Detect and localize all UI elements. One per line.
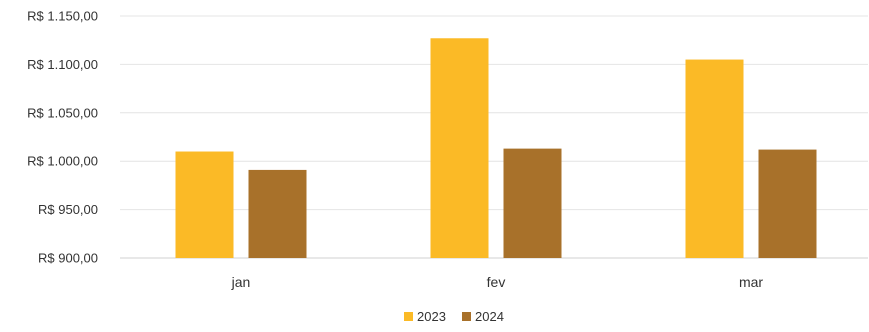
- x-tick-label: mar: [739, 274, 763, 290]
- x-axis: jan fev mar: [231, 274, 764, 290]
- y-tick-label: R$ 1.000,00: [27, 154, 98, 169]
- legend-swatch-2023: [404, 312, 413, 321]
- bar-jan-2023: [176, 152, 234, 258]
- y-axis: R$ 900,00 R$ 950,00 R$ 1.000,00 R$ 1.050,00…: [27, 9, 98, 266]
- x-tick-label: fev: [487, 274, 506, 290]
- bar-mar-2023: [686, 60, 744, 258]
- x-tick-label: jan: [231, 274, 251, 290]
- bar-jan-2024: [249, 170, 307, 258]
- bars: [176, 38, 817, 258]
- bar-fev-2024: [504, 149, 562, 258]
- legend-label-2023: 2023: [417, 309, 446, 324]
- legend-label-2024: 2024: [475, 309, 504, 324]
- y-tick-label: R$ 1.150,00: [27, 9, 98, 24]
- y-tick-label: R$ 900,00: [38, 251, 98, 266]
- legend-swatch-2024: [462, 312, 471, 321]
- y-tick-label: R$ 1.050,00: [27, 105, 98, 120]
- y-tick-label: R$ 950,00: [38, 202, 98, 217]
- bar-fev-2023: [431, 38, 489, 258]
- bar-mar-2024: [759, 150, 817, 258]
- y-tick-label: R$ 1.100,00: [27, 57, 98, 72]
- legend: 2023 2024: [404, 309, 504, 324]
